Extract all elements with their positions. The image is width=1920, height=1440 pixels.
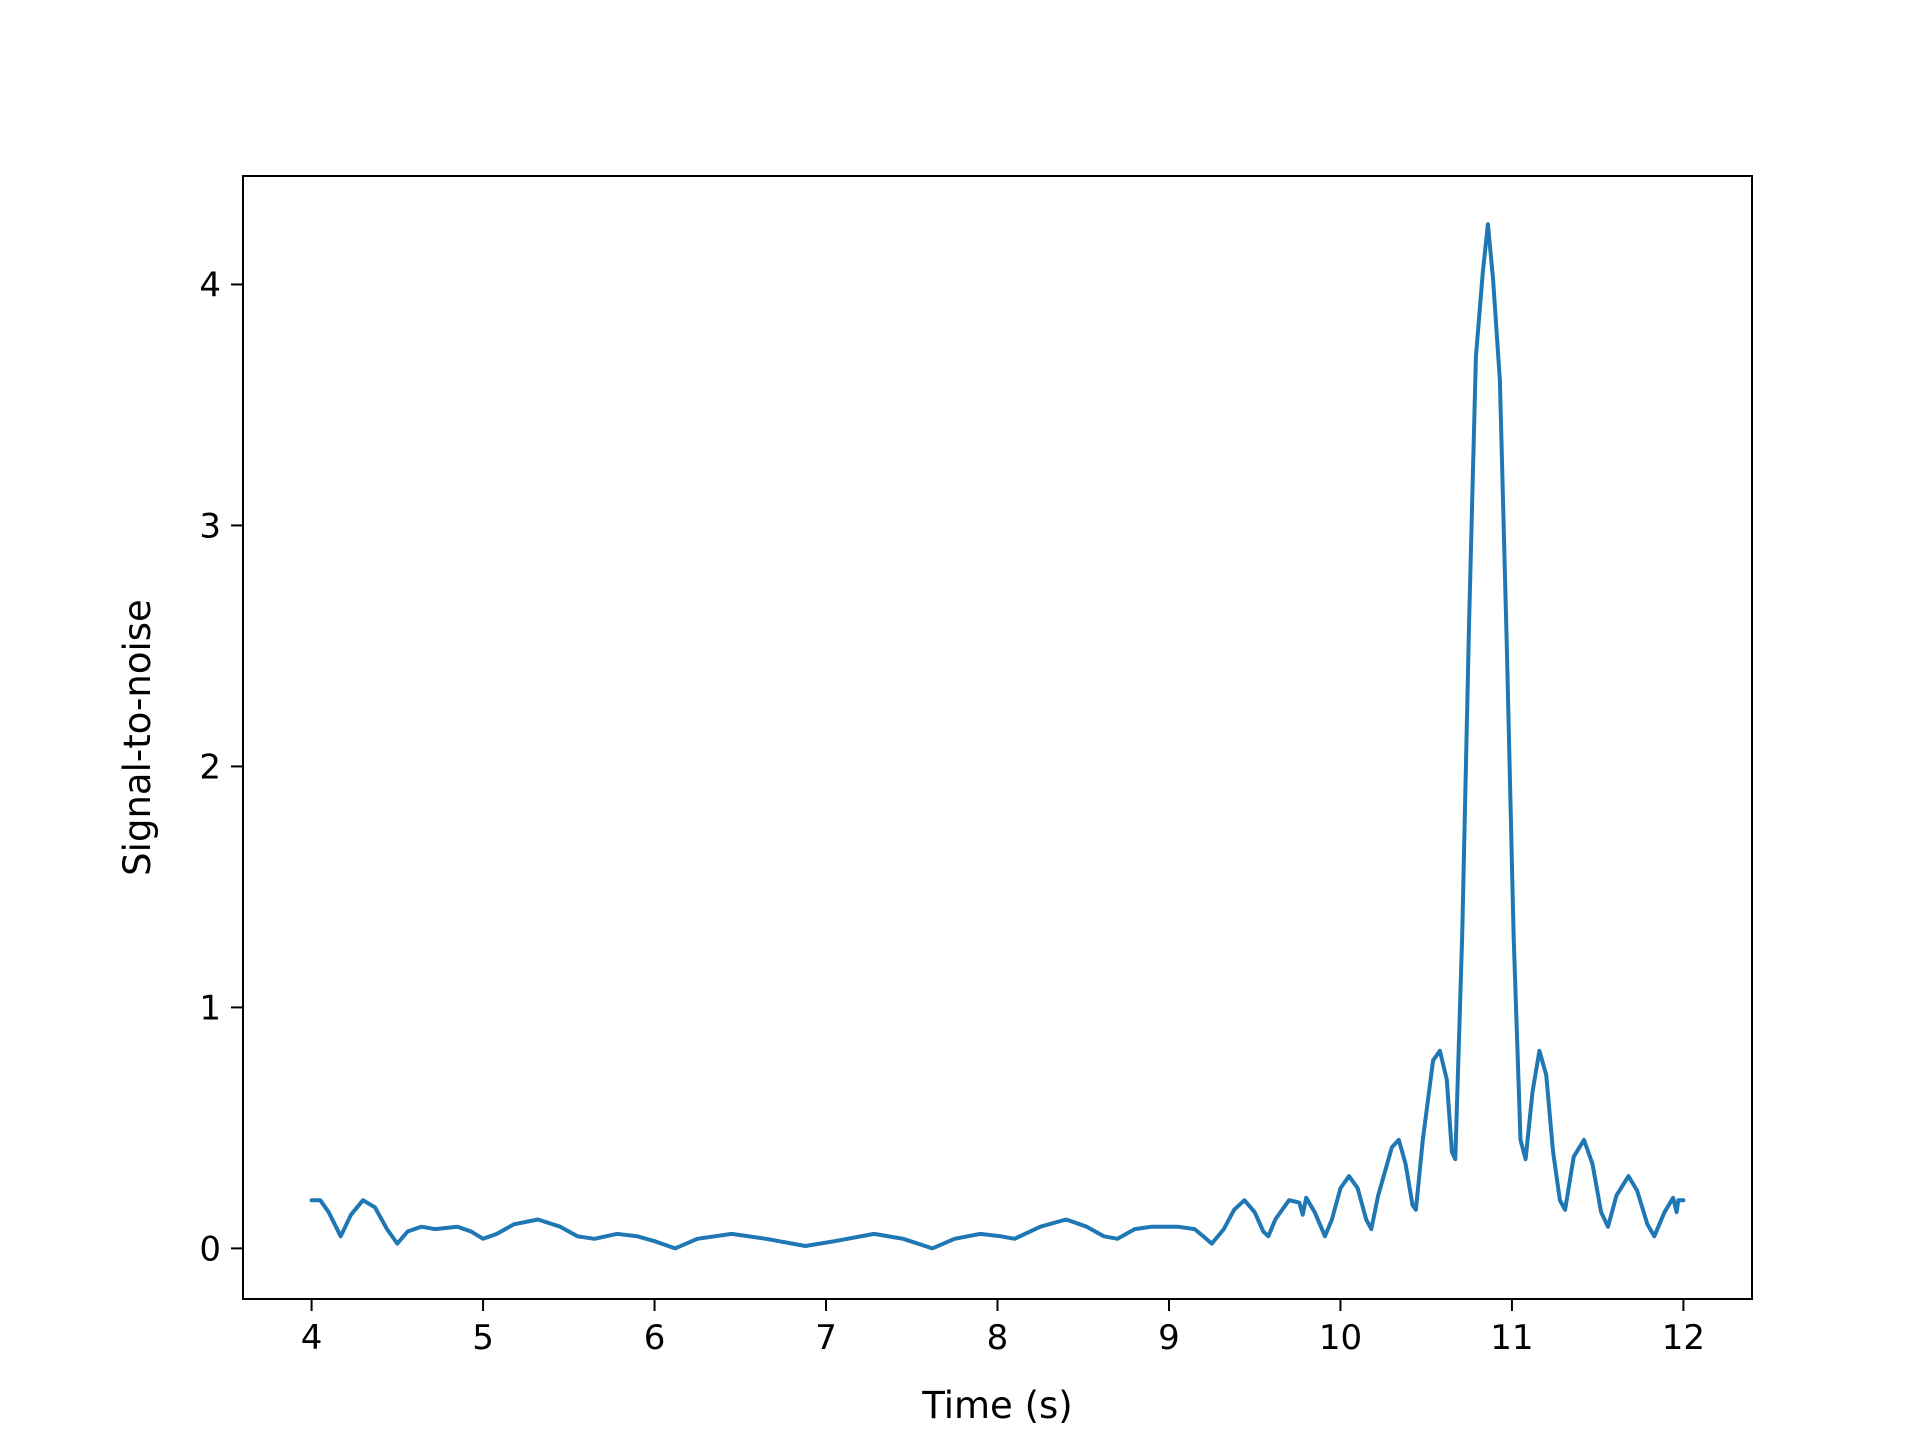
x-axis-ticks: 4 5 6 7 8 9 10 11 12: [301, 1299, 1705, 1358]
axes-frame: [242, 175, 1753, 1300]
x-tick-label: 12: [1662, 1318, 1705, 1358]
x-tick-label: 10: [1319, 1318, 1362, 1358]
y-tick-label: 4: [199, 265, 221, 305]
plot-area: [309, 222, 1686, 1251]
x-tick-label: 11: [1490, 1318, 1533, 1358]
y-tick-label: 2: [199, 747, 221, 787]
y-axis-label: Signal-to-noise: [116, 599, 159, 876]
x-tick-label: 9: [1158, 1318, 1180, 1358]
x-tick-label: 8: [987, 1318, 1009, 1358]
y-tick-label: 0: [199, 1229, 221, 1269]
series-line-0: [309, 222, 1686, 1251]
x-tick-label: 7: [815, 1318, 837, 1358]
x-tick-label: 6: [644, 1318, 666, 1358]
y-axis-ticks: 0 1 2 3 4: [199, 265, 243, 1269]
x-tick-label: 4: [301, 1318, 323, 1358]
y-tick-label: 3: [199, 506, 221, 546]
x-axis-label: Time (s): [921, 1384, 1072, 1427]
x-tick-label: 5: [472, 1318, 494, 1358]
y-tick-label: 1: [199, 988, 221, 1028]
